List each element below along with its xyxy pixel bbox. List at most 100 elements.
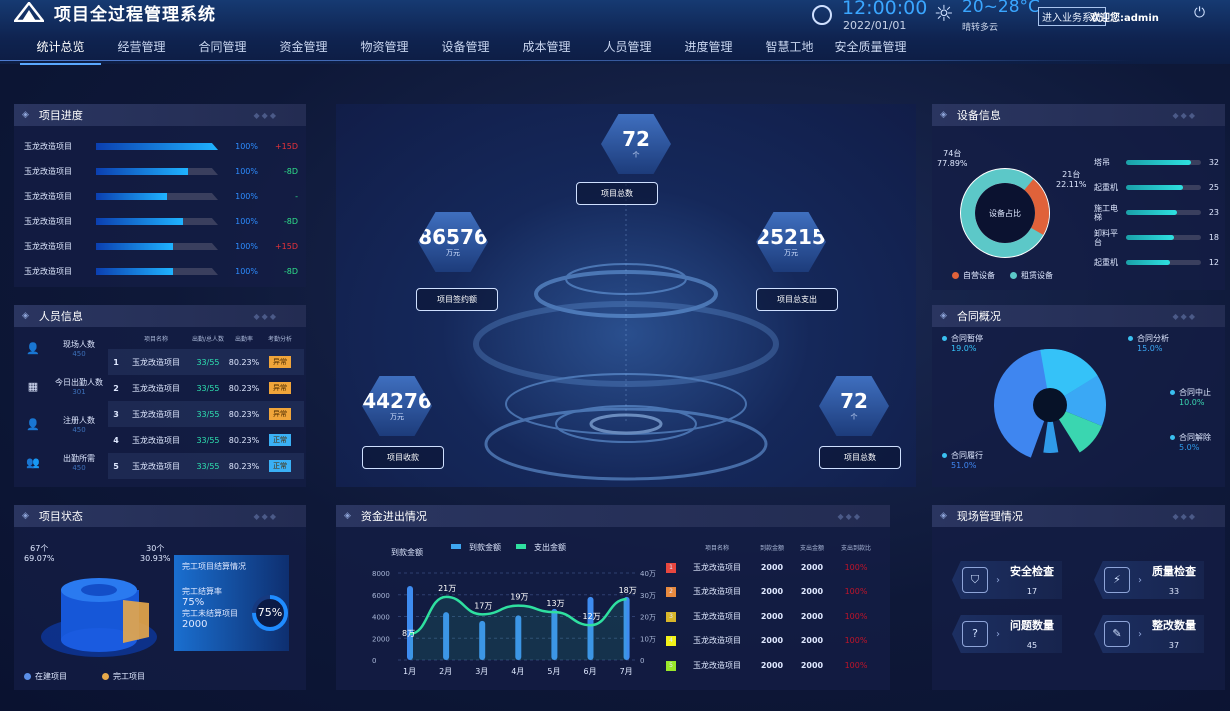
- header: [0, 0, 1230, 64]
- equipment-bar-row: 卸料平台 18: [1094, 225, 1219, 250]
- ratio: 100%: [844, 562, 868, 572]
- panel-title: 资金进出情况: [360, 510, 427, 523]
- welcome-user: 欢迎您:admin: [1090, 13, 1159, 24]
- project-name: 玉龙改造项目: [24, 267, 72, 276]
- nav-tab[interactable]: 经营管理: [117, 40, 166, 54]
- person-icon: 👤: [26, 341, 40, 355]
- calendar-icon: ▦: [27, 379, 39, 393]
- nav-tab[interactable]: 人员管理: [603, 40, 652, 54]
- hub-panel: 72 个项目总数 86576 万元 项目签约额 25215 万元 项目总支出 44276 万元 项目…: [336, 104, 916, 487]
- quality-shield-icon: ⚡: [1104, 567, 1130, 593]
- hub-metric-label[interactable]: 项目收款: [362, 446, 444, 469]
- site-item[interactable]: ⚡ › 质量检查 33: [1094, 561, 1204, 599]
- slice-pct: 51.0%: [951, 461, 977, 470]
- panel-header: ◈ 资金进出情况 ◆◆◆: [336, 505, 890, 527]
- hub-metric-label[interactable]: 项目总支出: [756, 288, 838, 311]
- project-name: 玉龙改造项目: [693, 636, 741, 646]
- x-tick: 3月: [475, 667, 488, 676]
- funds-panel: ◈ 资金进出情况 ◆◆◆ 到款金额 到款金额 支出金额 0 0 2000 10万 4000 20万 6…: [336, 505, 890, 690]
- line-area: [410, 596, 627, 660]
- pie-label: 合同中止 10.0%: [1170, 387, 1211, 407]
- panel-header: ◈ 合同概况 ◆◆◆: [932, 305, 1225, 327]
- nav-tab[interactable]: 安全质量管理: [834, 40, 907, 54]
- site-item[interactable]: ? › 问题数量 45: [952, 615, 1062, 653]
- nav-tab[interactable]: 进度管理: [684, 40, 733, 54]
- own-callout: 21台 22.11%: [1056, 169, 1087, 189]
- funds-row: 4 玉龙改造项目 2000 2000 100%: [660, 629, 880, 654]
- line-data-label: 13万: [546, 599, 564, 608]
- y2-tick: 10万: [640, 635, 656, 643]
- enter-business-button[interactable]: 进入业务系统: [1038, 7, 1106, 26]
- equipment-count: 23: [1208, 208, 1219, 217]
- y-tick: 6000: [372, 592, 390, 600]
- hub-metric-label[interactable]: 项目总数: [576, 182, 658, 205]
- hub-metric-label[interactable]: 项目总数: [819, 446, 901, 469]
- nav-tab[interactable]: 设备管理: [441, 40, 490, 54]
- y-tick: 2000: [372, 635, 390, 643]
- x-tick: 1月: [403, 667, 416, 676]
- attendance-rate: 80.23%: [228, 435, 260, 445]
- project-status-panel: ◈ 项目状态 ◆◆◆ 67个 69.07% 30个 30.93% 在建项目 完工项目 完…: [14, 505, 306, 690]
- metric-unit: 个: [632, 151, 640, 159]
- column-header: 项目名称: [704, 545, 729, 552]
- nav-tab[interactable]: 智慧工地: [765, 40, 814, 54]
- metric-unit: 个: [850, 413, 858, 421]
- inflow-amount: 2000: [760, 660, 784, 670]
- personnel-stat: 👤 注册人数 450: [14, 405, 106, 443]
- site-item-value: 37: [1168, 640, 1180, 650]
- equipment-count: 18: [1208, 233, 1219, 242]
- attendance-count: 33/55: [196, 435, 220, 445]
- x-tick: 7月: [620, 667, 633, 676]
- site-item-value: 45: [1026, 640, 1038, 650]
- hub-metric-label[interactable]: 项目签约额: [416, 288, 498, 311]
- nav-tab[interactable]: 合同管理: [198, 40, 247, 54]
- y-tick: 0: [372, 657, 376, 665]
- settle-ring-label: 75%: [257, 606, 283, 619]
- nav-tab[interactable]: 资金管理: [279, 40, 328, 54]
- personnel-stat: ▦ 今日出勤人数 301: [14, 367, 106, 405]
- progress-pct: 100%: [235, 267, 258, 276]
- bar-inflow: [479, 620, 486, 660]
- nav-tab[interactable]: 统计总览: [20, 38, 101, 65]
- settle-rate: 75%: [182, 597, 205, 608]
- y-tick: 4000: [372, 614, 390, 622]
- progress-bar: [96, 243, 218, 250]
- nav-tab[interactable]: 成本管理: [522, 40, 571, 54]
- outflow-amount: 2000: [800, 660, 824, 670]
- power-icon[interactable]: ⏻: [1194, 5, 1206, 21]
- progress-pct: 100%: [235, 192, 258, 201]
- equipment-count: 25: [1208, 183, 1219, 192]
- equipment-name: 塔吊: [1094, 158, 1110, 167]
- ratio: 100%: [844, 611, 868, 621]
- settlement-title: 完工项目结算情况: [182, 562, 246, 571]
- chevron-right-icon: ›: [996, 628, 1000, 640]
- funds-row: 2 玉龙改造项目 2000 2000 100%: [660, 580, 880, 605]
- progress-delta: -8D: [283, 167, 298, 176]
- site-item[interactable]: ✎ › 整改数量 37: [1094, 615, 1204, 653]
- progress-pct: 100%: [235, 242, 258, 251]
- diamond-icon: ◈: [940, 110, 947, 120]
- inflow-amount: 2000: [760, 587, 784, 597]
- equipment-name: 起重机: [1094, 258, 1118, 267]
- site-item-value: 33: [1168, 586, 1180, 596]
- nav-tab[interactable]: 物资管理: [360, 40, 409, 54]
- current-date: 2022/01/01: [843, 19, 907, 32]
- pie-hole: [1033, 388, 1067, 422]
- panel-header: ◈ 现场管理情况 ◆◆◆: [932, 505, 1225, 527]
- equipment-bar-row: 施工电梯 23: [1094, 200, 1219, 225]
- building-callout: 67个 69.07%: [24, 543, 55, 563]
- dots-icon: ◆◆◆: [1172, 110, 1197, 120]
- panel-header: ◈ 项目状态 ◆◆◆: [14, 505, 306, 527]
- personnel-row: 1 玉龙改造项目 33/55 80.23% 异常: [108, 349, 304, 375]
- site-item[interactable]: ⛉ › 安全检查 17: [952, 561, 1062, 599]
- rent-callout: 74台 77.89%: [937, 148, 968, 168]
- hub-metric: 25215 万元: [756, 212, 826, 272]
- progress-row: 玉龙改造项目 100% +15D: [24, 234, 306, 259]
- contract-pie: [994, 349, 1106, 458]
- panel-header: ◈ 项目进度 ◆◆◆: [14, 104, 306, 126]
- group-icon: 👥: [26, 455, 40, 469]
- ratio: 100%: [844, 660, 868, 670]
- bar-inflow: [587, 596, 594, 660]
- pie-label: 合同暂停 19.0%: [942, 333, 983, 353]
- y-axis-title: 到款金额: [391, 547, 423, 557]
